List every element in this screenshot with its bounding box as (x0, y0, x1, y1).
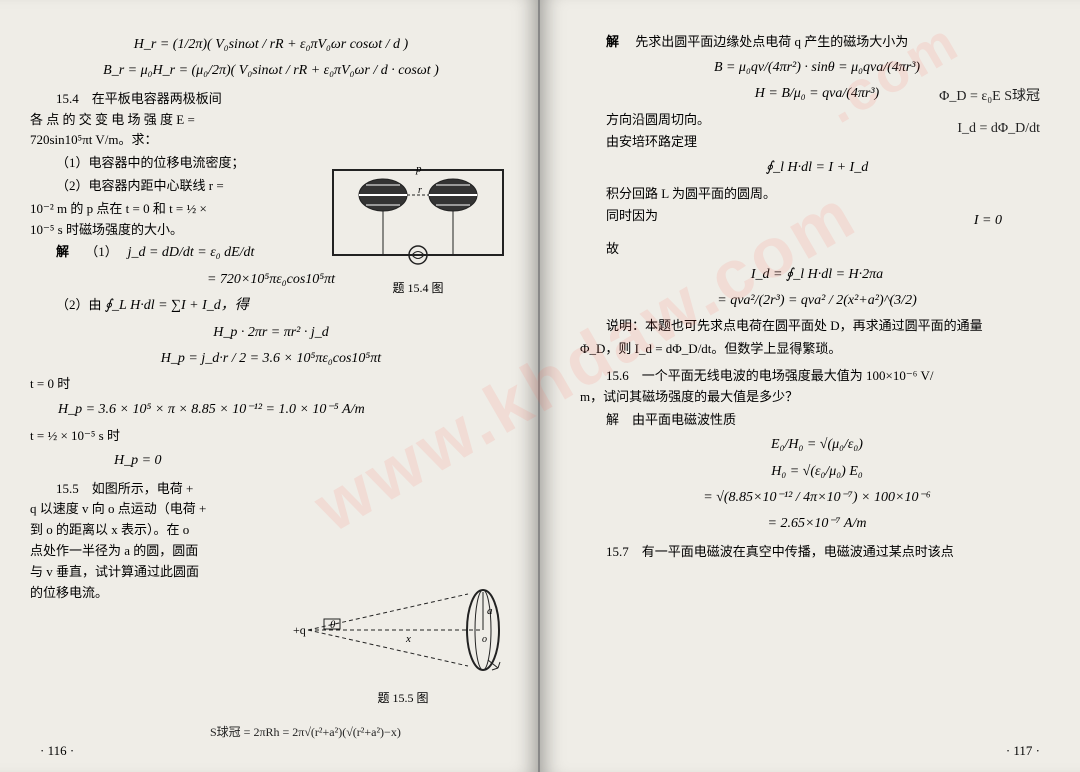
eq-loop: ∮_l H·dl = I + I_d (580, 157, 1054, 179)
sol-label: 解 (56, 244, 69, 259)
t0-label: t = 0 时 (30, 374, 512, 395)
eq-H0c: = 2.65×10⁻⁷ A/m (580, 513, 1054, 535)
prob-15-5-l1: 15.5 如图所示，电荷 + (30, 479, 512, 500)
handwriting-id: I_d = dΦ_D/dt (957, 118, 1040, 140)
page-num-right: · 117 · (1006, 741, 1040, 762)
svg-text:a: a (487, 605, 493, 617)
sol2-eq3: H_p = j_d·r / 2 = 3.6 × 10⁵πε₀cos10⁵πt (30, 348, 512, 370)
prob-15-4-line2: 各 点 的 交 变 电 场 强 度 E = (30, 110, 512, 131)
handwriting-left: S球冠 = 2πRh = 2π√(r²+a²)(√(r²+a²)−x) (210, 723, 401, 742)
figure-15-4: p r 题 15.4 图 (328, 150, 508, 290)
fig-15-4-caption: 题 15.4 图 (328, 279, 508, 298)
prob-15-4-line1: 15.4 在平板电容器两极板间 (30, 89, 512, 110)
t1-eq: H_p = 0 (30, 450, 512, 472)
note-1: 说明：本题也可先求点电荷在圆平面处 D，再求通过圆平面的通量 (580, 316, 1054, 337)
eq-Id2: = qva²/(2r³) = qva² / 2(x²+a²)^(3/2) (580, 290, 1054, 312)
solution-2-head: （2）由 ∮_L H·dl = ∑I + I_d，得 (30, 295, 512, 317)
eq-br: B_r = μ₀H_r = (μ₀/2π)( V₀sinωt / rR + ε₀… (30, 60, 512, 82)
svg-text:p: p (415, 163, 422, 175)
page-num-left: · 116 · (40, 741, 74, 762)
note-2: Φ_D，则 I_d = dΦ_D/dt。但数学上显得繁琐。 (580, 339, 1054, 360)
eq-hr: H_r = (1/2π)( V₀sinωt / rR + ε₀πV₀ωr cos… (30, 34, 512, 56)
sol2-eq2: H_p · 2πr = πr² · j_d (30, 322, 512, 344)
svg-text:x: x (405, 633, 411, 645)
prob-15-6-l2: m，试问其磁场强度的最大值是多少？ (580, 387, 1054, 408)
svg-text:r: r (418, 185, 422, 196)
prob-15-5-l4: 点处作一半径为 a 的圆，圆面 (30, 541, 512, 562)
because-row: 同时因为 I = 0 (580, 206, 1054, 236)
prob-15-4-line3: 720sin10⁵πt V/m。求： (30, 130, 512, 151)
loop-desc: 积分回路 L 为圆平面的圆周。 (580, 184, 1054, 205)
prob-15-7: 15.7 有一平面电磁波在真空中传播，电磁波通过某点时该点 (580, 542, 1054, 563)
sol1-head: （1） (85, 244, 111, 259)
handwriting-phi: Φ_D = ε₀E S球冠 (939, 86, 1040, 108)
eq-EH: E₀/H₀ = √(μ₀/ε₀) (580, 434, 1054, 456)
prob-15-6-sol: 解 由平面电磁波性质 (580, 410, 1054, 431)
eq-B: B = μ₀qv/(4πr²) · sinθ = μ₀qva/(4πr³) (580, 57, 1054, 79)
so: 故 (580, 239, 1054, 260)
svg-text:+q: +q (293, 623, 306, 637)
svg-text:o: o (482, 634, 487, 645)
sol2-eq1: ∮_L H·dl = ∑I + I_d，得 (105, 298, 249, 313)
page-left: H_r = (1/2π)( V₀sinωt / rR + ε₀πV₀ωr cos… (0, 0, 540, 772)
prob-15-6-l1: 15.6 一个平面无线电波的电场强度最大值为 100×10⁻⁶ V/ (580, 366, 1054, 387)
figure-15-5: a o +q θ x 题 15.5 图 (288, 580, 518, 710)
page-right: 解 先求出圆平面边缘处点电荷 q 产生的磁场大小为 B = μ₀qv/(4πr²… (540, 0, 1080, 772)
sol1-eq1: j_d = dD/dt = ε₀ dE/dt (128, 245, 255, 260)
t0-eq: H_p = 3.6 × 10⁵ × π × 8.85 × 10⁻¹² = 1.0… (30, 399, 512, 421)
eq-H0a: H₀ = √(ε₀/μ₀) E₀ (580, 461, 1054, 483)
fig-15-5-caption: 题 15.5 图 (288, 689, 518, 708)
eq-Id1: I_d = ∮_l H·dl = H·2πa (580, 264, 1054, 286)
prob-15-5-l2: q 以速度 v 向 o 点运动（电荷 + (30, 499, 512, 520)
t1-label: t = ½ × 10⁻⁵ s 时 (30, 426, 512, 447)
right-sol-line1: 解 先求出圆平面边缘处点电荷 q 产生的磁场大小为 (580, 32, 1054, 53)
eq-H0b: = √(8.85×10⁻¹² / 4π×10⁻⁷) × 100×10⁻⁶ (580, 487, 1054, 509)
prob-15-5-l3: 到 o 的距离以 x 表示）。在 o (30, 520, 512, 541)
